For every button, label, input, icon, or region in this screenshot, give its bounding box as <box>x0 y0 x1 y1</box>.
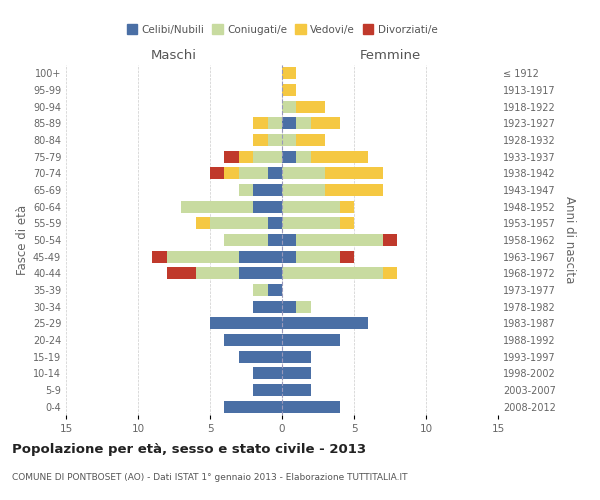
Bar <box>167 268 196 280</box>
Bar <box>253 284 268 296</box>
Bar <box>239 250 282 262</box>
Bar <box>224 168 239 179</box>
Bar <box>152 250 167 262</box>
Bar <box>268 218 282 230</box>
Bar <box>282 68 296 80</box>
Bar <box>282 234 296 246</box>
Bar <box>268 118 282 130</box>
Bar <box>239 150 253 162</box>
Bar <box>340 218 354 230</box>
Bar <box>311 118 340 130</box>
Bar <box>268 134 282 146</box>
Bar <box>282 134 296 146</box>
Bar <box>253 184 282 196</box>
Bar <box>167 250 239 262</box>
Y-axis label: Anni di nascita: Anni di nascita <box>563 196 575 284</box>
Bar <box>282 268 383 280</box>
Bar <box>282 218 340 230</box>
Bar <box>296 300 311 312</box>
Bar <box>210 318 282 330</box>
Bar <box>196 218 210 230</box>
Bar <box>239 268 282 280</box>
Bar <box>383 268 397 280</box>
Bar <box>282 150 296 162</box>
Bar <box>224 334 282 346</box>
Bar <box>296 150 311 162</box>
Bar <box>282 200 340 212</box>
Bar <box>340 200 354 212</box>
Bar <box>325 184 383 196</box>
Bar <box>296 100 325 112</box>
Bar <box>239 168 268 179</box>
Bar <box>253 368 282 380</box>
Bar <box>224 150 239 162</box>
Bar <box>282 184 325 196</box>
Bar <box>282 118 296 130</box>
Legend: Celibi/Nubili, Coniugati/e, Vedovi/e, Divorziati/e: Celibi/Nubili, Coniugati/e, Vedovi/e, Di… <box>122 20 442 39</box>
Bar <box>253 384 282 396</box>
Bar <box>296 234 383 246</box>
Bar <box>311 150 368 162</box>
Bar <box>253 200 282 212</box>
Bar <box>282 334 340 346</box>
Bar <box>296 250 340 262</box>
Bar <box>253 150 282 162</box>
Bar <box>210 218 268 230</box>
Text: Femmine: Femmine <box>359 48 421 62</box>
Bar <box>296 118 311 130</box>
Bar <box>181 200 253 212</box>
Bar <box>224 400 282 412</box>
Bar <box>268 168 282 179</box>
Bar <box>282 300 296 312</box>
Text: COMUNE DI PONTBOSET (AO) - Dati ISTAT 1° gennaio 2013 - Elaborazione TUTTITALIA.: COMUNE DI PONTBOSET (AO) - Dati ISTAT 1°… <box>12 472 407 482</box>
Bar <box>325 168 383 179</box>
Bar <box>196 268 239 280</box>
Text: Popolazione per età, sesso e stato civile - 2013: Popolazione per età, sesso e stato civil… <box>12 442 366 456</box>
Y-axis label: Fasce di età: Fasce di età <box>16 205 29 275</box>
Bar <box>239 350 282 362</box>
Bar <box>268 234 282 246</box>
Bar <box>268 284 282 296</box>
Text: Maschi: Maschi <box>151 48 197 62</box>
Bar <box>282 168 325 179</box>
Bar <box>282 400 340 412</box>
Bar <box>210 168 224 179</box>
Bar <box>282 250 296 262</box>
Bar <box>282 100 296 112</box>
Bar <box>282 368 311 380</box>
Bar <box>224 234 268 246</box>
Bar <box>282 384 311 396</box>
Bar <box>239 184 253 196</box>
Bar <box>253 118 268 130</box>
Bar <box>340 250 354 262</box>
Bar <box>282 350 311 362</box>
Bar <box>253 134 268 146</box>
Bar <box>282 84 296 96</box>
Bar <box>282 318 368 330</box>
Bar <box>383 234 397 246</box>
Bar <box>296 134 325 146</box>
Bar <box>253 300 282 312</box>
